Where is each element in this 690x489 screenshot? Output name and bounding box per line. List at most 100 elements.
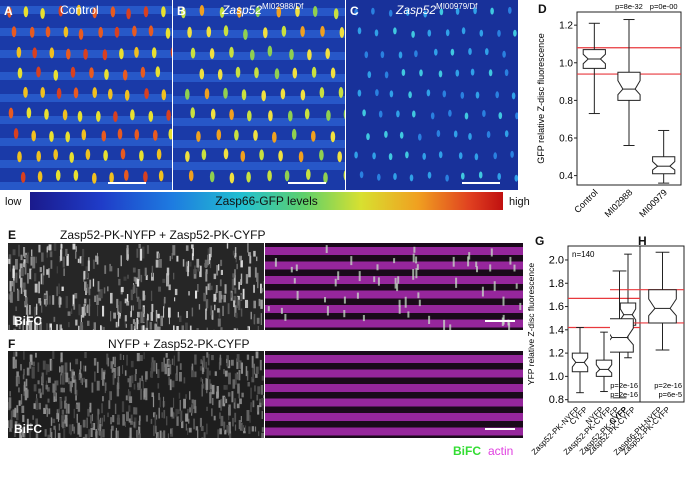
bifc-speck [232,379,236,389]
chart-g: 0.8 1.0 1.2 1.4 1.6 1.8 2.0 YFP relative Z-disc… [526,245,641,457]
bifc-speck [238,281,240,290]
bifc-speck [136,429,139,438]
zdisc-spot [96,110,101,122]
bifc-overlay [394,277,397,289]
bifc-speck [23,289,27,297]
zdisc-spot [384,130,388,138]
bifc-speck [224,396,226,404]
bifc-speck [240,416,242,423]
bifc-speck [170,407,173,417]
zdisc-spot [143,171,148,183]
bifc-speck [26,367,30,376]
bifc-speck [123,276,127,281]
bifc-speck [191,399,194,404]
bifc-speck [10,410,13,420]
bifc-speck [96,433,98,438]
bifc-speck [11,281,14,287]
bifc-speck [59,366,61,373]
bifc-speck [170,429,172,434]
bifc-speck [13,328,17,330]
zdisc-spot [151,47,157,59]
zdisc-spot [253,129,258,141]
bifc-speck [83,365,85,372]
bifc-speck [116,384,120,397]
plot-frame [576,11,682,186]
bifc-speck [130,420,133,425]
bifc-speck [155,259,159,268]
bifc-speck [161,432,163,438]
bifc-speck [245,366,248,377]
bifc-speck [241,425,245,431]
bifc-speck [181,325,184,330]
bifc-speck [168,315,170,325]
bifc-speck [260,385,264,395]
bifc-speck [87,408,90,417]
bifc-speck [152,395,155,408]
zdisc-spot [323,172,328,184]
bifc-speck [180,410,183,422]
bifc-speck [260,313,262,325]
bifc-overlay [489,264,492,272]
zdisc-spot [216,129,222,141]
bifc-speck [29,430,31,438]
bifc-speck [205,271,208,282]
bifc-speck [58,408,60,420]
bifc-speck [107,357,110,367]
bifc-speck [240,422,243,429]
bifc-speck [185,423,187,431]
zdisc-spot [23,6,29,18]
bifc-speck [110,311,112,322]
zdisc-spot [234,129,239,141]
bifc-speck [49,327,51,330]
bifc-speck [134,374,137,381]
zdisc-spot [330,67,336,79]
bifc-speck [256,272,259,282]
actin-band [265,427,523,436]
bifc-speck [8,420,10,428]
bifc-speck [71,376,73,388]
bifc-speck [15,319,18,325]
bifc-speck [40,273,43,285]
bifc-speck [50,260,53,269]
bifc-speck [127,274,129,279]
zdisc-spot [170,47,172,58]
bifc-speck [52,383,55,393]
bifc-overlay [337,271,340,280]
zdisc-spot [461,172,465,180]
bifc-overlay [398,299,401,307]
bifc-speck [142,290,145,301]
zdisc-spot [398,51,403,59]
bifc-speck [173,272,175,280]
bifc-speck [118,314,120,327]
zdisc-spot [37,171,43,183]
bifc-speck [47,377,51,383]
bifc-speck [233,300,236,308]
bifc-speck [35,398,39,410]
bifc-speck [262,403,264,410]
bifc-speck [80,322,83,330]
bifc-speck [258,431,260,437]
bifc-overlay [393,258,396,264]
zdisc-spot [190,47,196,59]
bifc-speck [56,324,58,330]
bifc-speck [15,428,18,433]
bifc-speck [57,432,61,438]
bifc-speck [253,314,256,325]
bifc-speck [117,305,119,315]
bifc-speck [84,281,87,291]
zdisc-spot [40,87,45,98]
bifc-speck [163,306,165,318]
zdisc-spot [17,67,23,79]
panel-d-label: D [538,2,547,16]
bifc-speck [236,354,240,362]
bifc-speck [73,304,76,310]
panel-e-bifc-tag: BiFC [14,314,42,328]
bifc-speck [118,366,121,377]
bifc-speck [130,324,133,330]
zdisc-spot [229,46,234,58]
actin-band [265,398,523,407]
panel-f-bifc-tag: BiFC [14,422,42,436]
bifc-speck [260,299,263,309]
bifc-speck [89,279,92,289]
bifc-speck [107,412,109,418]
